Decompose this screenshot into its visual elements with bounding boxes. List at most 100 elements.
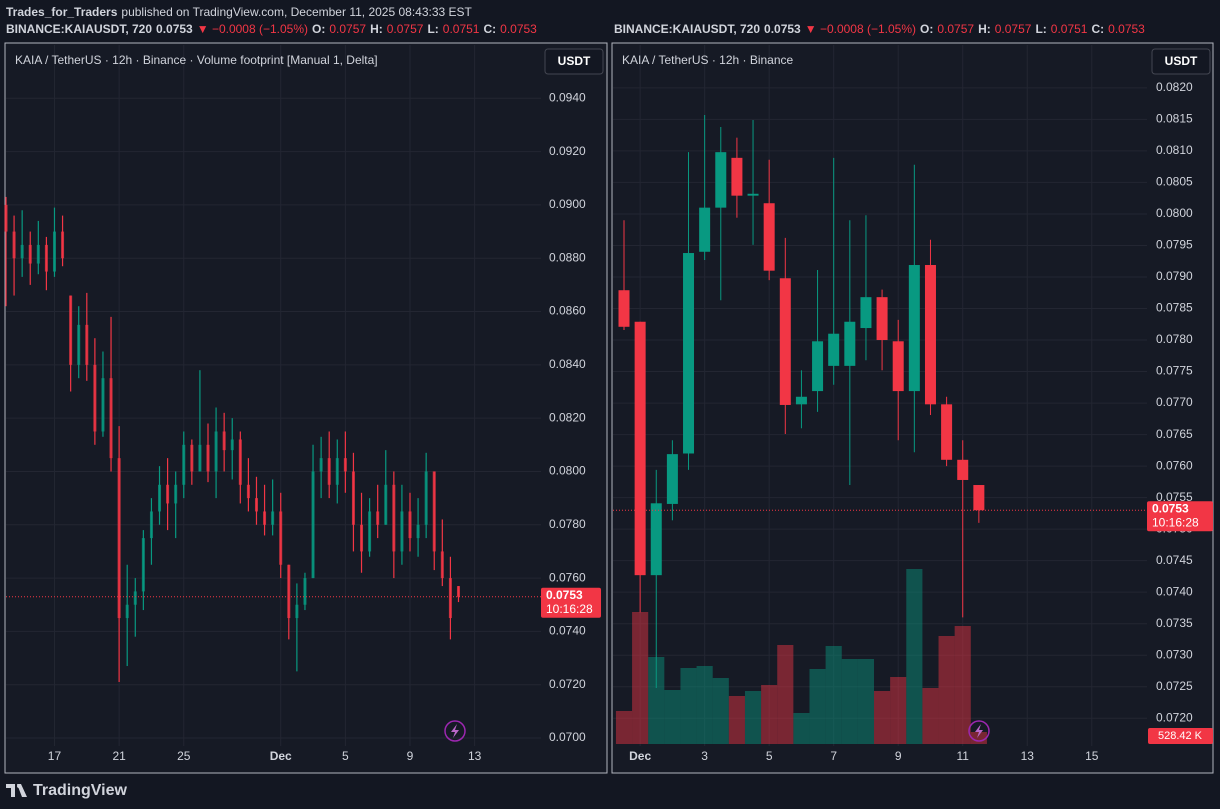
y-tick-label: 0.0755 <box>1156 490 1193 504</box>
volume-bar <box>696 666 713 744</box>
x-tick-label: Dec <box>270 749 292 763</box>
last: 0.0753 <box>156 22 193 36</box>
publisher: Trades_for_Traders <box>6 5 118 19</box>
y-tick-label: 0.0785 <box>1156 301 1193 315</box>
footprint-body <box>206 444 210 472</box>
y-tick-label: 0.0775 <box>1156 364 1193 378</box>
footprint-body <box>319 458 323 472</box>
footprint-body <box>416 524 420 539</box>
candle-body <box>779 278 791 405</box>
symbol: BINANCE:KAIAUSDT, 720 <box>614 22 761 36</box>
volume-bar <box>728 696 745 744</box>
y-tick-label: 0.0740 <box>1156 584 1193 598</box>
ohlc-value: 0.0757 <box>386 22 424 36</box>
volume-bar <box>632 612 649 744</box>
ohlc-value: 0.0757 <box>937 22 975 36</box>
publish-line: Trades_for_Traders published on TradingVi… <box>6 5 476 19</box>
price-box <box>541 587 601 618</box>
candle-body <box>860 297 872 329</box>
footprint-body <box>263 511 267 525</box>
x-tick-label: 13 <box>1021 749 1035 763</box>
y-tick-label: 0.0880 <box>549 250 586 264</box>
last-price: 0.0753 <box>1152 501 1189 515</box>
price-box <box>1147 501 1213 532</box>
candle-body <box>666 454 678 504</box>
last: 0.0753 <box>764 22 801 36</box>
y-tick-label: 0.0725 <box>1156 679 1193 693</box>
ohlc-value: 0.0753 <box>1108 22 1145 36</box>
y-tick-label: 0.0820 <box>549 410 586 424</box>
footprint-body <box>448 578 452 619</box>
candle-body <box>908 265 920 392</box>
x-tick-label: 21 <box>112 749 126 763</box>
alert-icon <box>968 720 990 742</box>
volume-bar <box>906 569 923 744</box>
y-tick-label: 0.0720 <box>549 677 586 691</box>
y-tick-label: 0.0800 <box>1156 206 1193 220</box>
footprint-body <box>4 204 8 232</box>
footprint-body <box>85 324 89 365</box>
volume-bar <box>793 713 810 744</box>
x-tick-label: 5 <box>766 749 773 763</box>
footprint-body <box>368 511 372 552</box>
candle-body <box>699 207 711 252</box>
footprint-body <box>246 484 250 499</box>
currency: USDT <box>558 54 591 68</box>
footprint-body <box>424 471 428 525</box>
x-tick-label: 9 <box>895 749 902 763</box>
ohlc-value: 0.0751 <box>442 22 480 36</box>
volume-bar <box>615 711 633 744</box>
footprint-body <box>279 511 283 565</box>
change: ▼ −0.0008 (−1.05%) <box>196 22 309 36</box>
quote-line: BINANCE:KAIAUSDT, 720 0.0753 ▼ −0.0008 (−1… <box>614 22 1149 36</box>
footprint-body <box>287 564 291 619</box>
last-price: 0.0753 <box>546 588 583 602</box>
y-tick-label: 0.0700 <box>549 730 586 744</box>
y-tick-label: 0.0760 <box>1156 458 1193 472</box>
footprint-body <box>174 484 178 504</box>
volume-bar <box>954 626 971 744</box>
ohlc-label: C: <box>1091 22 1105 36</box>
footprint-body <box>77 324 81 365</box>
footprint-body <box>254 498 258 512</box>
footprint-body <box>214 431 218 472</box>
y-tick-label: 0.0810 <box>1156 143 1193 157</box>
y-tick-label: 0.0940 <box>549 90 586 104</box>
panel <box>611 42 1214 774</box>
ohlc-label: H: <box>370 22 383 36</box>
footprint-body <box>384 484 388 525</box>
volume-bar <box>825 646 842 744</box>
volume-bar <box>841 659 858 744</box>
footprint-body <box>327 458 331 485</box>
quote-line: BINANCE:KAIAUSDT, 720 0.0753 ▼ −0.0008 (−1… <box>6 22 541 36</box>
currency: USDT <box>1165 54 1198 68</box>
candle-body <box>844 321 856 366</box>
volume-bar <box>761 685 778 744</box>
y-tick-label: 0.0780 <box>549 517 586 531</box>
x-tick-label: 15 <box>1085 749 1099 763</box>
candle-body <box>973 485 985 511</box>
y-tick-label: 0.0760 <box>549 570 586 584</box>
y-tick-label: 0.0800 <box>549 464 586 478</box>
candle-body <box>828 333 840 366</box>
volume-label: 528.42 K <box>1158 730 1203 742</box>
symbol: BINANCE:KAIAUSDT, 720 <box>6 22 153 36</box>
legend: KAIA / TetherUS · 12h · Binance <box>622 53 794 67</box>
footprint-body <box>117 458 121 619</box>
footprint-body <box>376 511 380 525</box>
candle-body <box>715 152 727 208</box>
footprint-body <box>141 538 145 592</box>
y-tick-label: 0.0765 <box>1156 427 1193 441</box>
candle-body <box>634 321 646 576</box>
footprint-body <box>158 484 162 512</box>
volume-bar <box>744 691 762 744</box>
footprint-body <box>69 295 73 365</box>
x-tick-label: 11 <box>956 749 969 763</box>
ohlc-label: L: <box>427 22 439 36</box>
x-tick-label: 25 <box>177 749 191 763</box>
countdown: 10:16:28 <box>1152 515 1199 529</box>
alert-icon <box>444 720 466 742</box>
footprint-body <box>432 471 436 552</box>
footprint-body <box>166 484 170 504</box>
